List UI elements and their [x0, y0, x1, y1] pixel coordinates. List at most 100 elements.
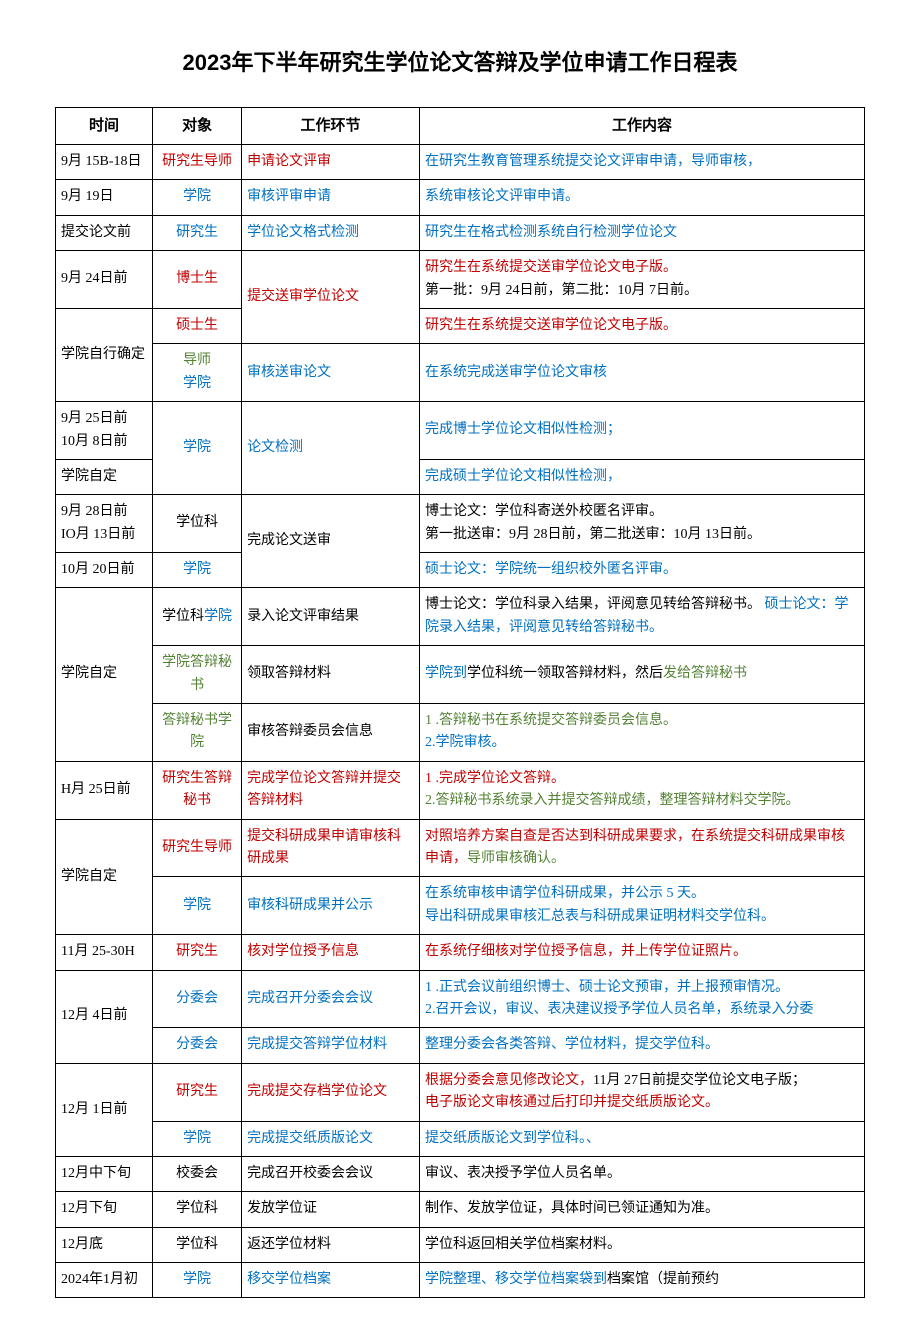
cell-target: 学位科 [153, 1192, 242, 1227]
cell-step: 审核答辩委员会信息 [242, 704, 420, 762]
text: 导师审核确认。 [467, 851, 565, 866]
cell-content: 对照培养方案自查是否达到科研成果要求，在系统提交科研成果审核申请，导师审核确认。 [420, 819, 865, 877]
cell-step: 返还学位材料 [242, 1227, 420, 1262]
cell-step: 完成提交存档学位论文 [242, 1063, 420, 1121]
cell-target: 答辩秘书学院 [153, 704, 242, 762]
cell-target: 研究生 [153, 215, 242, 250]
text: 学院整理、移交学位档案袋到 [425, 1272, 607, 1287]
text: 9月 25日前 [61, 411, 128, 426]
cell-target: 校委会 [153, 1156, 242, 1191]
text: 在系统审核申请学位科研成果，并公示 5 天。 [425, 886, 705, 901]
cell-target: 学位科 [153, 495, 242, 553]
text: 第一批：9月 24日前，第二批：10月 7日前。 [425, 283, 698, 298]
cell-time: 9月 28日前 IO月 13日前 [56, 495, 153, 553]
cell-target: 分委会 [153, 1028, 242, 1063]
text: 11月 27日前提交学位论文电子版； [593, 1073, 806, 1088]
cell-content: 提交纸质版论文到学位科。、 [420, 1121, 865, 1156]
cell-time: 9月 19日 [56, 180, 153, 215]
cell-content: 完成博士学位论文相似性检测； [420, 402, 865, 460]
text: 博士论文：学位科寄送外校匿名评审。 [425, 504, 663, 519]
cell-step: 录入论文评审结果 [242, 588, 420, 646]
cell-content: 整理分委会各类答辩、学位材料，提交学位科。 [420, 1028, 865, 1063]
cell-step: 发放学位证 [242, 1192, 420, 1227]
cell-step: 完成召开分委会会议 [242, 970, 420, 1028]
cell-time: 2024年1月初 [56, 1263, 153, 1298]
cell-step: 完成学位论文答辩并提交答辩材料 [242, 761, 420, 819]
text: 根据分委会意见修改论文， [425, 1073, 593, 1088]
text: 第一批送审：9月 28日前，第二批送审：10月 13日前。 [425, 527, 761, 542]
cell-target: 研究生 [153, 935, 242, 970]
text: IO月 13日前 [61, 527, 135, 542]
text: 1 .正式会议前组织博士、硕士论文预审，并上报预审情况。 [425, 980, 789, 995]
cell-content: 学院整理、移交学位档案袋到档案馆（提前预约 [420, 1263, 865, 1298]
cell-step: 学位论文格式检测 [242, 215, 420, 250]
cell-content: 学院到学位科统一领取答辩材料，然后发给答辩秘书 [420, 646, 865, 704]
text: 2.召开会议，审议、表决建议授予学位人员名单，系统录入分委 [425, 1002, 814, 1017]
cell-content: 博士论文：学位科寄送外校匿名评审。 第一批送审：9月 28日前，第二批送审：10… [420, 495, 865, 553]
cell-target: 研究生答辩秘书 [153, 761, 242, 819]
cell-time: 12月中下旬 [56, 1156, 153, 1191]
text: 在研究生教育管理系统提交论文评审申请，导师审核， [425, 154, 761, 169]
cell-target: 研究生导师 [153, 819, 242, 877]
header-step: 工作环节 [242, 108, 420, 145]
text: 学院 [204, 609, 232, 624]
cell-target: 学位科 [153, 1227, 242, 1262]
cell-target: 学院 [153, 1263, 242, 1298]
cell-content: 根据分委会意见修改论文，11月 27日前提交学位论文电子版； 电子版论文审核通过… [420, 1063, 865, 1121]
cell-time: 学院自行确定 [56, 308, 153, 401]
cell-content: 1 .完成学位论文答辩。 2.答辩秘书系统录入并提交答辩成绩，整理答辩材料交学院… [420, 761, 865, 819]
cell-step: 提交送审学位论文 [242, 251, 420, 344]
cell-time: 10月 20日前 [56, 553, 153, 588]
page-title: 2023年下半年研究生学位论文答辩及学位申请工作日程表 [55, 45, 865, 77]
cell-target: 研究生 [153, 1063, 242, 1121]
cell-target: 学院 [153, 553, 242, 588]
cell-step: 完成提交纸质版论文 [242, 1121, 420, 1156]
text: 发给答辩秘书 [663, 666, 747, 681]
cell-target: 学院 [153, 877, 242, 935]
text: 导出科研成果审核汇总表与科研成果证明材料交学位科。 [425, 909, 775, 924]
cell-target: 研究生导师 [153, 145, 242, 180]
text: 学位科 [162, 609, 204, 624]
cell-time: 提交论文前 [56, 215, 153, 250]
cell-target: 博士生 [153, 251, 242, 309]
text: 研究生在系统提交送审学位论文电子版。 [425, 260, 677, 275]
text: 2.答辩秘书系统录入并提交答辩成绩，整理答辩材料交学院。 [425, 793, 800, 808]
cell-target: 学院 [153, 180, 242, 215]
cell-content: 在系统完成送审学位论文审核 [420, 344, 865, 402]
cell-target: 分委会 [153, 970, 242, 1028]
cell-target: 硕士生 [153, 308, 242, 343]
cell-step: 完成论文送审 [242, 495, 420, 588]
cell-content: 学位科返回相关学位档案材料。 [420, 1227, 865, 1262]
text: 1 .答辩秘书在系统提交答辩委员会信息。 [425, 713, 677, 728]
header-content: 工作内容 [420, 108, 865, 145]
cell-content: 1 .答辩秘书在系统提交答辩委员会信息。 2.学院审核。 [420, 704, 865, 762]
cell-step: 申请论文评审 [242, 145, 420, 180]
cell-step: 审核科研成果并公示 [242, 877, 420, 935]
cell-time: 12月下旬 [56, 1192, 153, 1227]
cell-time: 9月 24日前 [56, 251, 153, 309]
header-target: 对象 [153, 108, 242, 145]
text: 导师 [183, 353, 211, 368]
cell-content: 在研究生教育管理系统提交论文评审申请，导师审核， [420, 145, 865, 180]
text: 9月 28日前 [61, 504, 128, 519]
cell-step: 移交学位档案 [242, 1263, 420, 1298]
cell-target: 学院 [153, 402, 242, 495]
cell-time: 学院自定 [56, 819, 153, 935]
cell-content: 审议、表决授予学位人员名单。 [420, 1156, 865, 1191]
cell-step: 完成召开校委会会议 [242, 1156, 420, 1191]
text: 学院 [183, 376, 211, 391]
text: 档案馆（提前预约 [607, 1272, 719, 1287]
cell-content: 硕士论文：学院统一组织校外匿名评审。 [420, 553, 865, 588]
cell-content: 系统审核论文评审申请。 [420, 180, 865, 215]
cell-content: 研究生在系统提交送审学位论文电子版。 [420, 308, 865, 343]
text: 学院到 [425, 666, 467, 681]
cell-time: 学院自定 [56, 588, 153, 761]
cell-content: 研究生在格式检测系统自行检测学位论文 [420, 215, 865, 250]
cell-time: 9月 15B-18日 [56, 145, 153, 180]
cell-time: 12月 1日前 [56, 1063, 153, 1156]
header-time: 时间 [56, 108, 153, 145]
cell-step: 审核评审申请 [242, 180, 420, 215]
cell-content: 完成硕士学位论文相似性检测， [420, 459, 865, 494]
text: 2.学院审核。 [425, 735, 506, 750]
text: 1 .完成学位论文答辩。 [425, 771, 565, 786]
